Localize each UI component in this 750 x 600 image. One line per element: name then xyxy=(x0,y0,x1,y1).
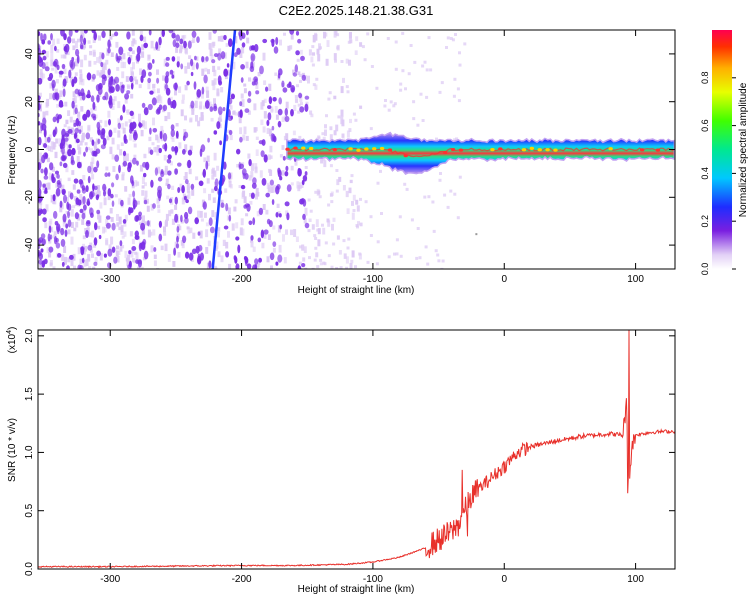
spectrogram-xtick-label: -100 xyxy=(363,274,383,285)
snr-series-line xyxy=(38,330,675,569)
snr-frame xyxy=(37,329,676,570)
spectrogram-xtick-label: -200 xyxy=(232,274,252,285)
colorbar-gradient xyxy=(712,30,732,269)
colorbar-tick-label: 0.4 xyxy=(700,167,710,180)
spectrogram-ytick-label: 20 xyxy=(24,96,35,108)
snr-multiplier-base: (x10 xyxy=(7,333,18,353)
snr-ytick-label: 2.0 xyxy=(24,328,35,342)
snr-panel: -300 -200 -100 0 100 0.0 0.5 1.0 1.5 2.0 Height o… xyxy=(6,327,676,595)
snr-xtick-label: 0 xyxy=(501,574,507,585)
colorbar-ticks: 0.0 0.2 0.4 0.6 0.8 xyxy=(700,72,736,276)
spectrogram-content xyxy=(38,30,675,269)
snr-xtick-label: -100 xyxy=(363,574,383,585)
snr-ytick-label: 1.0 xyxy=(24,445,35,459)
chart-title: C2E2.2025.148.21.38.G31 xyxy=(279,3,434,18)
spectrogram-ytick-label: -40 xyxy=(24,237,35,252)
snr-axes: -300 -200 -100 0 100 0.0 0.5 1.0 1.5 2.0 xyxy=(24,328,675,585)
snr-multiplier: (x104) xyxy=(6,327,18,354)
spectrogram-xtick-label: 0 xyxy=(501,274,507,285)
colorbar-label: Normalized spectral amplitude xyxy=(738,82,749,217)
snr-multiplier-exp: 4 xyxy=(6,330,13,334)
spectrogram-xlabel: Height of straight line (km) xyxy=(298,285,415,296)
snr-xtick-label: 100 xyxy=(627,574,644,585)
spectrogram-ytick-label: -20 xyxy=(24,190,35,205)
spectrogram-ytick-label: 0 xyxy=(24,146,35,152)
snr-ytick-label: 1.5 xyxy=(24,387,35,401)
snr-xtick-label: -200 xyxy=(232,574,252,585)
snr-ytick-label: 0.0 xyxy=(24,562,35,576)
spectrogram-ylabel: Frequency (Hz) xyxy=(7,116,18,185)
colorbar-tick-label: 0.0 xyxy=(700,263,710,276)
spectrogram-xtick-label: -300 xyxy=(100,274,120,285)
colorbar: 0.0 0.2 0.4 0.6 0.8 Normalized spectral ampl… xyxy=(700,30,749,275)
colorbar-tick-label: 0.6 xyxy=(700,119,710,132)
snr-ylabel: SNR (10 * v/v) xyxy=(7,418,18,482)
snr-xtick-label: -300 xyxy=(100,574,120,585)
colorbar-tick-label: 0.2 xyxy=(700,215,710,228)
spectrogram-ytick-label: 40 xyxy=(24,48,35,60)
spectrogram-xtick-label: 100 xyxy=(627,274,644,285)
snr-xlabel: Height of straight line (km) xyxy=(298,584,415,595)
snr-ytick-label: 0.5 xyxy=(24,503,35,517)
snr-content xyxy=(38,330,675,569)
colorbar-tick-label: 0.8 xyxy=(700,72,710,85)
svg-text:(x104): (x104) xyxy=(6,327,18,354)
